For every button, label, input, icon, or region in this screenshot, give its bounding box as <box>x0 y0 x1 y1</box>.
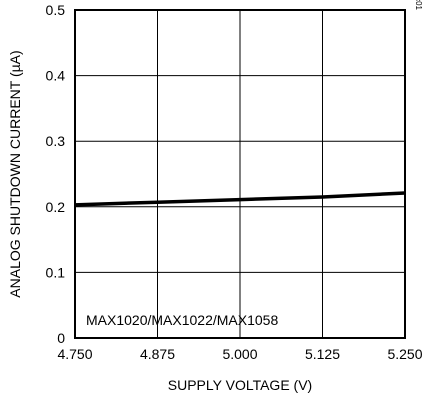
y-tick-label: 0.1 <box>46 264 66 280</box>
x-tick-label: 4.750 <box>57 346 92 362</box>
y-tick-label: 0.2 <box>46 199 66 215</box>
y-tick-label: 0 <box>57 330 65 346</box>
y-tick-label: 0.3 <box>46 133 66 149</box>
device-annotation: MAX1020/MAX1022/MAX1058 <box>86 312 278 328</box>
gridlines <box>75 10 405 338</box>
y-axis-label: ANALOG SHUTDOWN CURRENT (µA) <box>7 50 23 297</box>
x-tick-label: 4.875 <box>140 346 175 362</box>
series-line <box>74 191 406 207</box>
x-tick-label: 5.250 <box>387 346 422 362</box>
x-tick-labels: 4.750 4.875 5.000 5.125 5.250 <box>57 346 422 362</box>
series-group <box>74 191 406 207</box>
x-tick-label: 5.000 <box>222 346 257 362</box>
x-axis-label: SUPPLY VOLTAGE (V) <box>168 377 312 393</box>
figure-code-label: MAX1020 toc01 <box>414 0 423 11</box>
plot-frame <box>74 9 406 339</box>
y-tick-label: 0.4 <box>46 68 66 84</box>
y-tick-label: 0.5 <box>46 2 66 18</box>
y-tick-labels: 0 0.1 0.2 0.3 0.4 0.5 <box>46 2 66 346</box>
x-tick-label: 5.125 <box>305 346 340 362</box>
